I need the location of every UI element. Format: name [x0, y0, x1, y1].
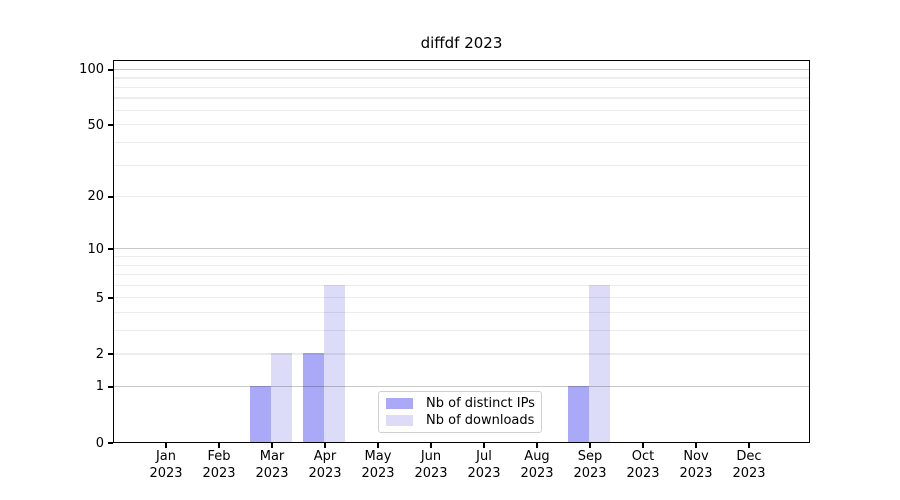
x-tick-year: 2023 [573, 465, 607, 481]
x-tick-month: Sep [577, 449, 603, 464]
gridline-minor [114, 274, 809, 276]
x-tick-month: Jun [420, 449, 442, 464]
gridline-minor [114, 124, 809, 126]
x-tick-label: Sep 2023 [559, 449, 621, 482]
x-tick-month: Jan [155, 449, 177, 464]
x-tick-mark [483, 443, 485, 448]
y-tick-label: 50 [87, 117, 104, 133]
x-tick-label: Jan 2023 [135, 449, 197, 482]
y-tick-mark [108, 386, 113, 388]
x-tick-mark [377, 443, 379, 448]
bar [271, 353, 293, 443]
legend-swatch-downloads [386, 415, 413, 426]
y-tick-label: 100 [79, 62, 104, 78]
x-tick-label: Aug 2023 [506, 449, 568, 482]
gridline-minor [114, 77, 809, 79]
x-tick-year: 2023 [679, 465, 713, 481]
x-tick-label: Jun 2023 [400, 449, 462, 482]
x-tick-month: Apr [313, 449, 337, 464]
x-tick-month: Dec [736, 449, 762, 464]
bar [568, 386, 590, 443]
y-tick-mark [108, 69, 113, 71]
legend-label-distinct-ips: Nb of distinct IPs [426, 396, 535, 411]
x-tick-label: Mar 2023 [241, 449, 303, 482]
bar [324, 284, 346, 443]
gridline-minor [114, 164, 809, 166]
y-tick-label: 2 [95, 346, 104, 362]
gridline-minor [114, 297, 809, 299]
gridline-minor [114, 86, 809, 89]
x-tick-label: Oct 2023 [612, 449, 674, 482]
gridline-major [114, 68, 809, 71]
bar [303, 353, 325, 443]
x-tick-mark [324, 443, 326, 448]
x-tick-mark [642, 443, 644, 448]
legend-swatch-distinct-ips [386, 398, 413, 409]
gridline-major [114, 386, 809, 388]
plot-area [113, 60, 810, 443]
gridline-minor [114, 312, 809, 314]
y-tick-mark [108, 442, 113, 444]
x-tick-mark [536, 443, 538, 448]
y-tick-label: 10 [87, 241, 104, 257]
y-tick-label: 0 [95, 435, 104, 451]
x-tick-mark [218, 443, 220, 448]
y-tick-mark [108, 196, 113, 198]
x-tick-month: May [364, 449, 392, 464]
gridline-major [114, 248, 809, 250]
x-tick-month: Jul [476, 449, 492, 464]
x-tick-mark [589, 443, 591, 448]
x-tick-year: 2023 [255, 465, 289, 481]
gridline-minor [114, 284, 809, 287]
gridline-minor [114, 255, 809, 258]
gridline-minor [114, 141, 809, 144]
x-tick-label: Apr 2023 [294, 449, 356, 482]
y-tick-mark [108, 353, 113, 355]
gridline-minor [114, 97, 809, 99]
gridline-minor [114, 196, 809, 198]
legend-label-downloads: Nb of downloads [426, 413, 535, 428]
x-tick-year: 2023 [414, 465, 448, 481]
bar [589, 284, 611, 443]
x-tick-year: 2023 [308, 465, 342, 481]
x-tick-label: May 2023 [347, 449, 409, 482]
x-tick-month: Nov [683, 449, 709, 464]
legend-entry-downloads: Nb of downloads [386, 413, 534, 428]
x-tick-mark [165, 443, 167, 448]
x-tick-month: Oct [631, 449, 655, 464]
y-tick-label: 1 [95, 379, 104, 395]
x-tick-month: Mar [259, 449, 285, 464]
y-tick-label: 20 [87, 189, 104, 205]
legend: Nb of distinct IPs Nb of downloads [378, 391, 542, 433]
legend-entry-distinct-ips: Nb of distinct IPs [386, 396, 535, 411]
x-tick-year: 2023 [202, 465, 236, 481]
x-tick-year: 2023 [520, 465, 554, 481]
bar [250, 386, 272, 443]
y-tick-mark [108, 297, 113, 299]
x-tick-label: Jul 2023 [453, 449, 515, 482]
x-tick-mark [430, 443, 432, 448]
gridline-minor [114, 330, 809, 332]
x-tick-year: 2023 [732, 465, 766, 481]
chart-title: diffdf 2023 [420, 34, 503, 52]
x-tick-year: 2023 [149, 465, 183, 481]
x-tick-mark [748, 443, 750, 448]
x-tick-year: 2023 [361, 465, 395, 481]
x-tick-mark [695, 443, 697, 448]
gridline-minor [114, 109, 809, 111]
y-tick-label: 5 [95, 290, 104, 306]
x-tick-month: Aug [524, 449, 550, 464]
y-tick-mark [108, 248, 113, 250]
x-tick-label: Dec 2023 [718, 449, 780, 482]
x-tick-month: Feb [207, 449, 231, 464]
y-tick-mark [108, 124, 113, 126]
gridline-minor [114, 264, 809, 266]
x-tick-year: 2023 [467, 465, 501, 481]
x-tick-label: Feb 2023 [188, 449, 250, 482]
x-tick-label: Nov 2023 [665, 449, 727, 482]
x-tick-mark [271, 443, 273, 448]
x-tick-year: 2023 [626, 465, 660, 481]
gridline-minor [114, 353, 809, 355]
